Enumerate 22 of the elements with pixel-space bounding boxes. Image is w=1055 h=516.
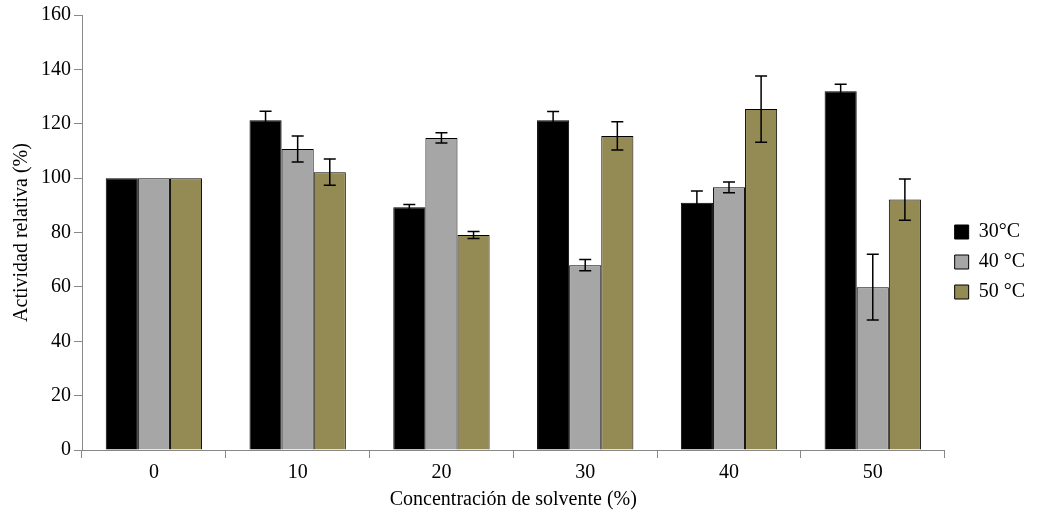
x-tick-label: 20 <box>431 460 452 483</box>
x-tick-label: 40 <box>719 460 739 483</box>
bar <box>105 178 138 450</box>
y-tick-label: 160 <box>41 2 71 25</box>
y-tick-label: 80 <box>51 219 71 242</box>
legend-label: 50 °C <box>978 279 1026 302</box>
y-tick-label: 20 <box>51 382 71 405</box>
legend-label: 30°C <box>978 219 1021 242</box>
y-tick-label: 0 <box>61 437 71 460</box>
y-tick-label: 140 <box>41 56 71 79</box>
y-axis-title: Actividad relativa (%) <box>9 143 33 322</box>
y-tick-label: 40 <box>51 328 71 351</box>
x-tick-label: 10 <box>287 460 308 483</box>
y-tick-label: 120 <box>41 111 71 133</box>
legend-label: 40 °C <box>978 249 1026 272</box>
x-axis-title: Concentración de solvente (%) <box>389 487 637 511</box>
x-tick-label: 30 <box>575 460 596 483</box>
x-tick-label: 50 <box>862 460 883 483</box>
y-tick-label: 60 <box>51 274 71 297</box>
x-tick-label: 0 <box>148 460 159 483</box>
bar <box>393 207 426 450</box>
y-tick-label: 100 <box>41 165 71 188</box>
